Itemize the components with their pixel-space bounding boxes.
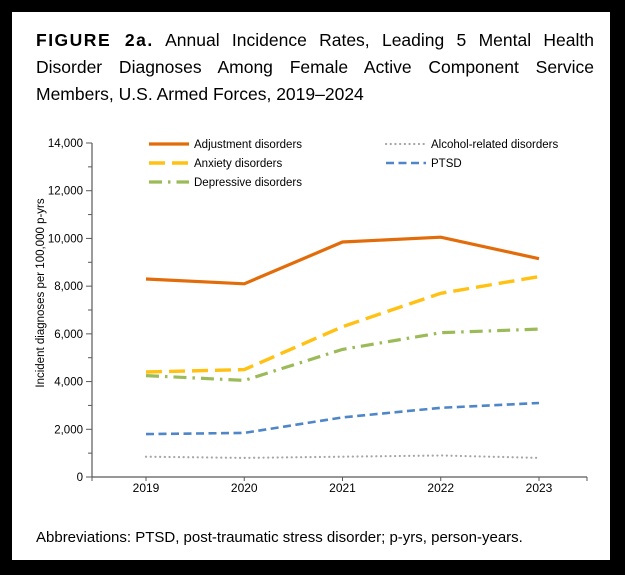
y-tick-label: 14,000 <box>48 138 83 150</box>
figure-title-line1: FIGURE 2a. Annual Incidence Rates, Leadi… <box>36 27 594 54</box>
y-tick-label: 12,000 <box>48 186 83 198</box>
legend-label-alcohol-related-disorders: Alcohol-related disorders <box>431 139 558 151</box>
y-axis-title: Incident diagnoses per 100,000 p-yrs <box>35 198 47 387</box>
figure-title: FIGURE 2a. Annual Incidence Rates, Leadi… <box>36 27 594 108</box>
incidence-line-chart: 0 2,000 4,000 6,000 8,000 10,000 12,000 14,000 2… <box>35 138 588 495</box>
series-line-depressive-disorders <box>145 327 540 383</box>
x-tick-label: 2022 <box>427 481 454 495</box>
x-tick-label: 2021 <box>329 481 356 495</box>
series-line-anxiety-disorders <box>145 274 540 374</box>
y-tick-label: 2,000 <box>54 424 83 436</box>
legend-label-depressive-disorders: Depressive disorders <box>194 177 302 189</box>
series-line-alcohol-related-disorders <box>144 454 541 460</box>
chart-area: 0 2,000 4,000 6,000 8,000 10,000 12,000 14,000 2… <box>31 120 611 505</box>
legend-label-anxiety-disorders: Anxiety disorders <box>194 158 282 170</box>
figure-title-line3: Members, U.S. Armed Forces, 2019–2024 <box>36 84 364 104</box>
x-tick-label: 2023 <box>526 481 553 495</box>
x-tick-label: 2020 <box>231 481 258 495</box>
y-tick-label: 10,000 <box>48 233 83 245</box>
legend-label-ptsd: PTSD <box>431 158 462 170</box>
y-tick-label: 6,000 <box>54 329 83 341</box>
figure-label: FIGURE 2a. <box>36 30 154 50</box>
y-tick-label: 4,000 <box>54 377 83 389</box>
series-line-adjustment-disorders <box>145 235 540 286</box>
abbreviations-note: Abbreviations: PTSD, post-traumatic stre… <box>36 529 523 546</box>
x-tick-label: 2019 <box>133 481 160 495</box>
figure-title-line2: Disorder Diagnoses Among Female Active C… <box>36 57 594 77</box>
y-tick-label: 0 <box>77 472 83 484</box>
series-line-ptsd <box>145 401 540 436</box>
y-tick-label: 8,000 <box>54 281 83 293</box>
figure-title-line1-text: Annual Incidence Rates, Leading 5 Mental… <box>165 30 594 50</box>
legend-label-adjustment-disorders: Adjustment disorders <box>194 139 302 151</box>
figure-card: FIGURE 2a. Annual Incidence Rates, Leadi… <box>12 12 610 560</box>
